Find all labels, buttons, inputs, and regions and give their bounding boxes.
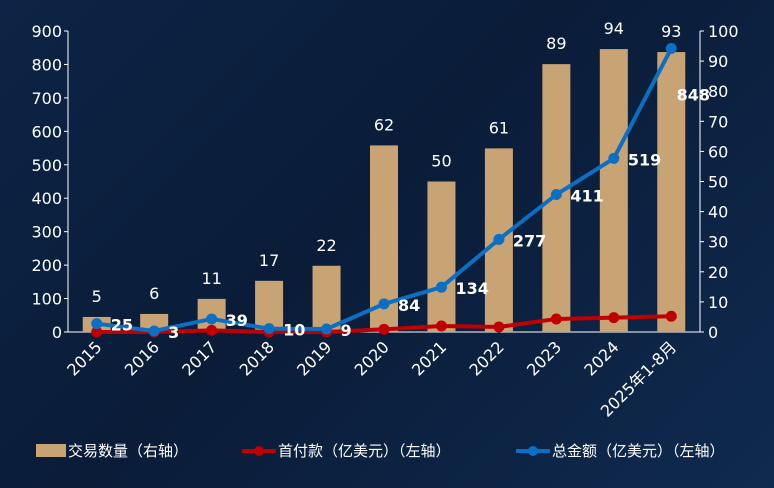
line-point [665, 42, 677, 54]
legend-item-red: 首付款（亿美元）（左轴） [242, 440, 451, 461]
bar-data-label: 93 [661, 22, 681, 41]
line-point [435, 281, 447, 293]
right-tick-label: 80 [708, 82, 728, 101]
line-point [608, 152, 620, 164]
legend-item-blue: 总金额（亿美元）（左轴） [516, 440, 725, 461]
right-tick-label: 70 [708, 112, 728, 131]
left-tick-label: 200 [31, 256, 62, 275]
right-tick-label: 0 [708, 323, 718, 342]
legend-label: 首付款（亿美元）（左轴） [278, 442, 451, 460]
right-tick-label: 60 [708, 142, 728, 161]
legend: 交易数量（右轴） 首付款（亿美元）（左轴） 总金额（亿美元）（左轴） [0, 440, 774, 464]
left-tick-label: 100 [31, 290, 62, 309]
x-tick-label: 2020 [351, 337, 393, 379]
line-point [378, 323, 390, 335]
right-tick-label: 10 [708, 293, 728, 312]
line-point [493, 233, 505, 245]
line-data-label: 3 [168, 323, 179, 342]
line-data-label: 277 [513, 231, 546, 250]
left-tick-label: 400 [31, 189, 62, 208]
x-tick-label: 2021 [408, 337, 450, 379]
right-tick-label: 30 [708, 233, 728, 252]
line-data-label: 25 [111, 316, 133, 335]
line-point [435, 320, 447, 332]
line-data-label: 9 [341, 321, 352, 340]
x-tick-label: 2019 [293, 337, 335, 379]
line-point [665, 310, 677, 322]
line-point [378, 298, 390, 310]
chart: 0 100 200 300 400 500 600 700 800 900 0 10 20 30 40 50 6… [31, 19, 739, 379]
x-tick-label: 2015 [63, 337, 105, 379]
bar-data-label: 5 [92, 287, 102, 306]
line-data-label: 84 [398, 296, 420, 315]
bar-data-label: 94 [604, 19, 624, 38]
left-tick-label: 300 [31, 223, 62, 242]
left-tick-label: 500 [31, 156, 62, 175]
legend-item-bar: 交易数量（右轴） [36, 440, 188, 461]
right-tick-label: 50 [708, 173, 728, 192]
right-tick-label: 90 [708, 52, 728, 71]
left-tick-label: 900 [31, 22, 62, 41]
left-tick-label: 0 [52, 323, 62, 342]
x-tick-label: 2022 [466, 337, 508, 379]
right-tick-label: 40 [708, 203, 728, 222]
line-data-label: 10 [283, 321, 305, 340]
bar [140, 313, 169, 332]
line-point [321, 323, 333, 335]
line-data-label: 411 [570, 187, 603, 206]
bar-data-label: 62 [374, 115, 394, 134]
legend-swatch-bar [36, 444, 66, 457]
legend-label: 总金额（亿美元）（左轴） [552, 442, 725, 460]
line-point [550, 189, 562, 201]
left-tick-label: 700 [31, 89, 62, 108]
line-point [91, 326, 103, 338]
bar-data-label: 22 [316, 236, 336, 255]
bar [657, 52, 686, 332]
left-tick-label: 600 [31, 122, 62, 141]
legend-swatch-blue [516, 445, 550, 456]
line-point [550, 313, 562, 325]
legend-label: 交易数量（右轴） [68, 442, 189, 460]
line-point [608, 312, 620, 324]
x-tick-label: 2016 [121, 337, 163, 379]
line-data-label: 848 [677, 85, 710, 104]
x-tick-label: 2023 [523, 337, 565, 379]
line-point [91, 318, 103, 330]
bar-data-label: 61 [489, 118, 509, 137]
left-tick-label: 800 [31, 55, 62, 74]
line-point [206, 324, 218, 336]
bar [599, 49, 628, 333]
line-data-label: 519 [628, 150, 661, 169]
right-tick-label: 100 [708, 22, 739, 41]
line-data-label: 134 [455, 279, 488, 298]
line-point [493, 321, 505, 333]
legend-swatch-red [242, 445, 276, 456]
bar-data-label: 50 [431, 152, 451, 171]
bar-data-label: 6 [149, 284, 159, 303]
x-tick-label: 2018 [236, 337, 278, 379]
bar-data-label: 11 [201, 269, 221, 288]
bar [427, 181, 456, 332]
right-tick-label: 20 [708, 263, 728, 282]
x-tick-label: 2017 [178, 337, 220, 379]
bar-data-label: 89 [546, 34, 566, 53]
line-point [206, 313, 218, 325]
bar-data-label: 17 [259, 251, 279, 270]
x-tick-label: 2024 [580, 337, 622, 379]
bar [312, 265, 341, 332]
line-point [148, 325, 160, 337]
line-data-label: 39 [226, 311, 248, 330]
line-point [263, 323, 275, 335]
